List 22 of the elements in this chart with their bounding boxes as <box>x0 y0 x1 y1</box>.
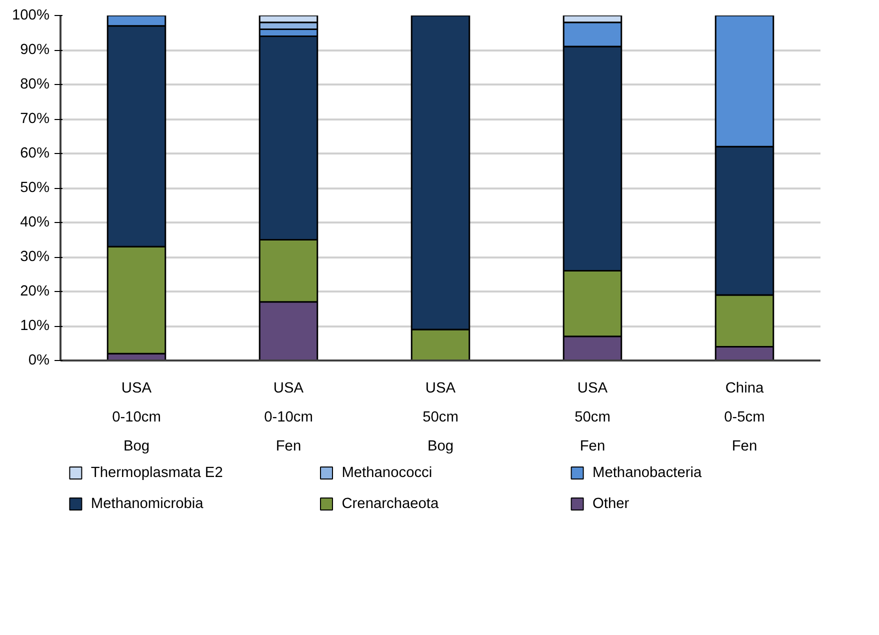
y-tick-label: 50% <box>20 180 50 196</box>
y-tick-label: 30% <box>20 249 50 265</box>
y-tick-label: 100% <box>12 8 50 24</box>
y-tick-label: 0% <box>28 352 50 368</box>
legend-label: Crenarchaeota <box>342 496 440 512</box>
category-label: USA 50cm Fen <box>574 380 610 454</box>
y-tick-label: 20% <box>20 284 50 300</box>
category-label: USA 0-10cm Fen <box>264 380 313 454</box>
category-label: China 0-5cm Fen <box>724 380 765 454</box>
category-label: USA 50cm Bog <box>422 380 458 454</box>
y-tick-label: 10% <box>20 318 50 334</box>
legend-label: Methanobacteria <box>592 465 703 481</box>
legend-label: Thermoplasmata E2 <box>90 465 223 481</box>
y-tick-label: 80% <box>20 76 50 92</box>
y-tick-label: 60% <box>20 146 50 162</box>
y-tick-label: 90% <box>20 42 50 58</box>
legend-label: Other <box>592 496 630 512</box>
legend-label: Methanomicrobia <box>90 496 204 512</box>
y-tick-label: 40% <box>20 214 50 230</box>
legend-label: Methanococci <box>342 465 432 481</box>
category-label: USA 0-10cm Bog <box>112 380 161 454</box>
y-tick-label: 70% <box>20 111 50 127</box>
